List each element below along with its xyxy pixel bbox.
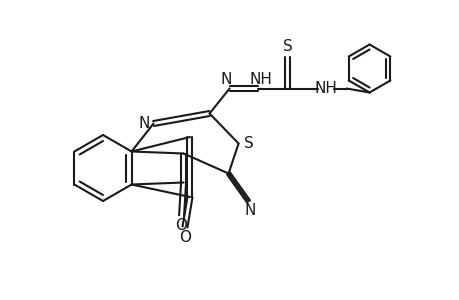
Text: N: N	[139, 116, 150, 131]
Text: S: S	[282, 39, 292, 54]
Text: N: N	[220, 72, 232, 87]
Text: N: N	[244, 203, 256, 218]
Text: S: S	[243, 136, 253, 151]
Text: NH: NH	[249, 72, 271, 87]
Text: O: O	[179, 230, 190, 244]
Text: O: O	[175, 218, 187, 233]
Text: NH: NH	[313, 81, 336, 96]
